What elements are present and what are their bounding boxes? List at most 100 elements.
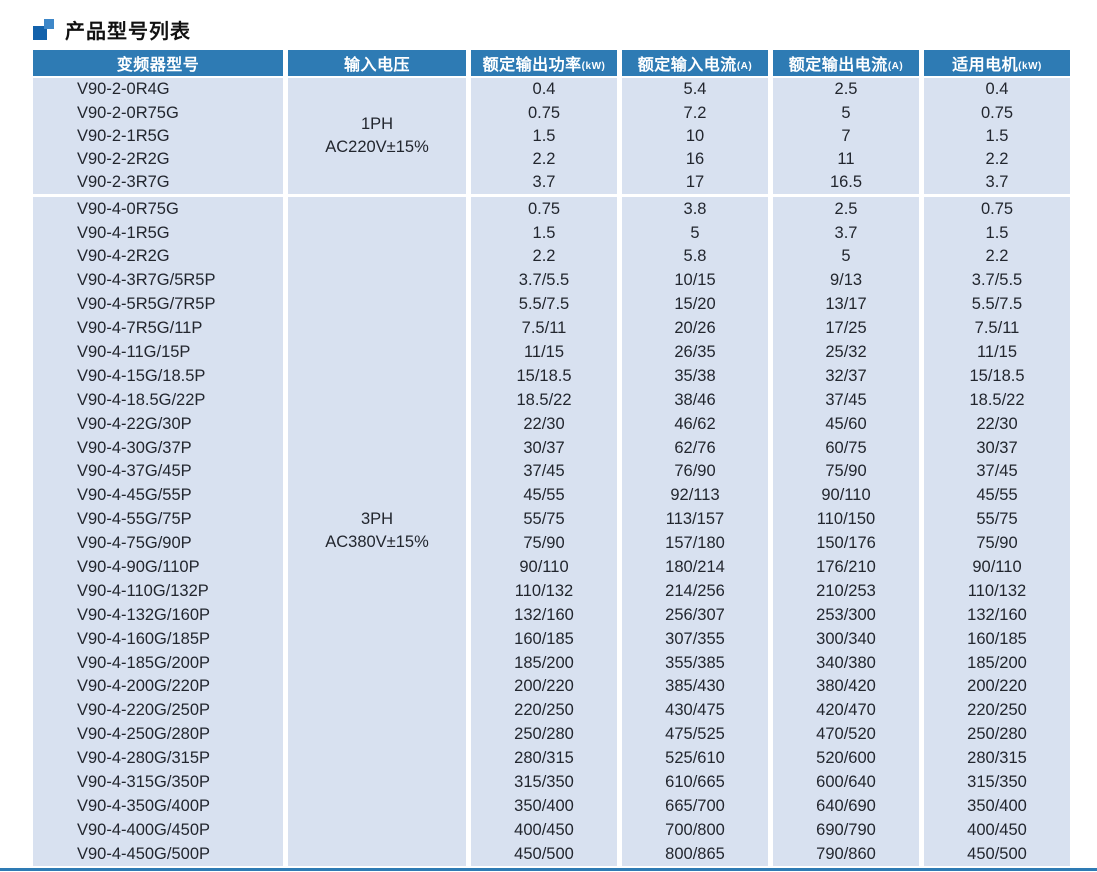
motor-cell: 315/350	[967, 773, 1027, 791]
output-power-cell: 90/110	[519, 557, 569, 576]
input-current-cell: 5.4	[683, 80, 707, 99]
output-power-cell: 200/220	[514, 677, 574, 696]
motor-cell: 400/450	[967, 820, 1027, 839]
output-current-cell: 3.7	[834, 223, 858, 242]
input-current-cell: 35/38	[674, 366, 716, 385]
header-unit: (kW)	[581, 61, 606, 72]
motor-cell: 15/18.5	[969, 366, 1025, 385]
header-cell-output-power: 额定输出功率 (kW)	[471, 50, 617, 76]
voltage-line2: AC220V±15%	[325, 137, 429, 156]
input-current-cell: 15/20	[674, 295, 716, 314]
output-power-cell: 55/75	[523, 510, 565, 529]
header-unit: (kW)	[1018, 61, 1042, 72]
output-current-cell: 690/790	[816, 820, 876, 839]
motor-cell: 3.7/5.5	[971, 271, 1023, 290]
output-power-cell: 450/500	[514, 844, 574, 863]
model-cell: V90-4-132G/160P	[77, 605, 211, 624]
model-cell: V90-4-2R2G	[77, 247, 170, 266]
output-power-column: 0.4 0.75 1.5 2.2 3.7	[471, 78, 617, 194]
output-current-cell: 110/150	[816, 510, 876, 529]
input-current-cell: 256/307	[665, 605, 725, 624]
model-cell: V90-4-45G/55P	[77, 486, 192, 505]
output-power-cell: 250/280	[514, 725, 574, 744]
output-power-cell: 132/160	[514, 605, 574, 624]
output-current-cell: 45/60	[825, 414, 867, 433]
footer-line	[0, 868, 1097, 871]
model-cell: V90-4-3R7G/5R5P	[77, 271, 216, 290]
input-current-cell: 46/62	[674, 414, 716, 433]
output-power-cell: 0.75	[527, 199, 561, 218]
input-current-column: 3.8 5 5.8 10/15 15/20 20/26 26/35 35/38 38/46 46/…	[622, 196, 768, 866]
model-cell: V90-4-400G/450P	[77, 820, 211, 839]
input-current-cell: 17	[685, 173, 705, 192]
output-current-cell: 13/17	[825, 295, 867, 314]
motor-cell: 30/37	[976, 438, 1018, 457]
header-label: 输入电压	[343, 57, 410, 74]
model-cell: V90-4-350G/400P	[77, 796, 211, 815]
motor-column: 0.75 1.5 2.2 3.7/5.5 5.5/7.5 7.5/11 11/15 15/18…	[924, 196, 1070, 866]
motor-cell: 0.75	[980, 199, 1014, 218]
output-current-cell: 11	[837, 149, 855, 168]
model-cell: V90-4-37G/45P	[77, 462, 192, 481]
input-current-cell: 113/157	[665, 510, 725, 529]
output-power-cell: 22/30	[523, 414, 565, 433]
input-current-cell: 665/700	[665, 796, 725, 815]
motor-column: 0.4 0.75 1.5 2.2 3.7	[924, 78, 1070, 194]
input-current-cell: 5	[690, 223, 700, 242]
motor-cell: 55/75	[976, 510, 1018, 529]
output-power-cell: 2.2	[532, 149, 556, 168]
output-power-cell: 5.5/7.5	[518, 295, 570, 314]
output-power-cell: 1.5	[532, 126, 556, 145]
model-cell: V90-4-75G/90P	[77, 534, 192, 553]
output-current-cell: 300/340	[816, 629, 876, 648]
model-cell: V90-4-0R75G	[77, 199, 179, 218]
output-current-cell: 60/75	[825, 438, 867, 457]
output-current-cell: 380/420	[816, 677, 876, 696]
header-unit: (A)	[736, 61, 753, 72]
output-current-cell: 25/32	[825, 342, 867, 361]
motor-cell: 110/132	[967, 581, 1027, 600]
motor-cell: 90/110	[972, 557, 1022, 576]
model-column: V90-2-0R4G V90-2-0R75G V90-2-1R5G V90-2-2R2…	[33, 78, 283, 194]
title-bar: 产品型号列表	[0, 0, 1097, 46]
output-current-cell: 176/210	[816, 557, 876, 576]
output-power-cell: 37/45	[523, 462, 565, 481]
output-current-cell: 17/25	[825, 319, 867, 338]
input-current-cell: 3.8	[683, 199, 707, 218]
output-current-cell: 600/640	[816, 773, 876, 791]
output-power-cell: 2.2	[532, 247, 556, 266]
model-cell: V90-4-55G/75P	[77, 510, 192, 529]
voltage-column: 1PH AC220V±15%	[288, 78, 466, 194]
model-cell: V90-2-2R2G	[77, 149, 170, 168]
input-current-cell: 385/430	[665, 677, 725, 696]
header-cell-output-current: 额定输出电流 (A)	[773, 50, 919, 76]
input-current-cell: 214/256	[665, 581, 725, 600]
page-title: 产品型号列表	[65, 20, 191, 43]
motor-cell: 350/400	[967, 796, 1027, 815]
model-cell: V90-2-0R4G	[77, 80, 170, 99]
model-cell: V90-2-3R7G	[77, 173, 170, 192]
output-power-cell: 30/37	[523, 438, 565, 457]
output-current-cell: 5	[841, 247, 851, 266]
header-label: 额定输出电流	[788, 57, 888, 74]
model-cell: V90-4-1R5G	[77, 223, 170, 242]
model-column: V90-4-0R75G V90-4-1R5G V90-4-2R2G V90-4-3R7…	[33, 196, 283, 866]
input-current-cell: 76/90	[674, 462, 716, 481]
model-cell: V90-4-200G/220P	[77, 677, 211, 696]
model-cell: V90-4-15G/18.5P	[77, 366, 206, 385]
output-power-cell: 0.4	[532, 80, 556, 99]
output-current-cell: 32/37	[825, 366, 867, 385]
header-label: 额定输出功率	[482, 57, 582, 74]
motor-cell: 18.5/22	[969, 390, 1025, 409]
output-power-cell: 75/90	[523, 534, 565, 553]
output-current-cell: 420/470	[816, 701, 876, 720]
output-current-cell: 340/380	[816, 653, 876, 672]
motor-cell: 0.4	[985, 80, 1009, 99]
output-power-cell: 280/315	[514, 749, 574, 768]
model-cell: V90-4-18.5G/22P	[77, 390, 206, 409]
output-current-cell: 210/253	[816, 581, 876, 600]
header-cell-motor: 适用电机 (kW)	[924, 50, 1070, 76]
output-current-cell: 37/45	[825, 390, 867, 409]
output-current-cell: 640/690	[816, 796, 876, 815]
motor-cell: 7.5/11	[974, 319, 1020, 338]
